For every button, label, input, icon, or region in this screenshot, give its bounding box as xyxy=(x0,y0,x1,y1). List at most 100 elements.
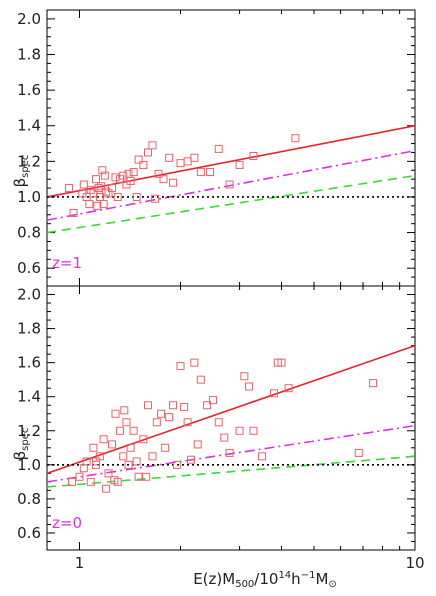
data-point xyxy=(79,464,88,473)
data-point xyxy=(110,476,119,485)
data-point xyxy=(134,472,143,481)
data-point xyxy=(108,184,117,193)
data-point xyxy=(277,358,286,367)
data-point xyxy=(134,155,143,164)
data-point xyxy=(214,144,223,153)
y-axis-label-z0: βspec xyxy=(11,428,31,461)
data-points-z1 xyxy=(64,134,300,217)
data-point xyxy=(115,426,124,435)
data-point xyxy=(108,440,117,449)
data-point xyxy=(196,168,205,177)
data-point xyxy=(249,426,258,435)
data-point xyxy=(129,426,138,435)
data-point xyxy=(169,401,178,410)
data-point xyxy=(143,401,152,410)
data-point xyxy=(206,168,215,177)
y-axis-label-z1: βspec xyxy=(11,155,31,188)
y-tick-label: 2.0 xyxy=(17,10,41,28)
x-tick-label: 10 xyxy=(405,554,424,572)
data-point xyxy=(111,409,120,418)
data-point xyxy=(111,173,120,182)
data-point xyxy=(235,426,244,435)
plot-frame-z1 xyxy=(46,9,416,287)
data-point xyxy=(68,477,77,486)
data-point xyxy=(98,166,107,175)
data-point xyxy=(169,178,178,187)
y-tick-label: 1.0 xyxy=(17,188,41,206)
data-point xyxy=(183,418,192,427)
y-tick-label: 1.8 xyxy=(17,46,41,64)
data-point xyxy=(220,433,229,442)
data-point xyxy=(85,200,94,209)
y-tick-label: 1.0 xyxy=(17,456,41,474)
fit-lines-z0 xyxy=(46,344,416,488)
data-point xyxy=(165,413,174,422)
data-point xyxy=(99,435,108,444)
data-point xyxy=(124,460,133,469)
data-point xyxy=(126,176,135,185)
data-point xyxy=(64,184,73,193)
x-tick-label: 1 xyxy=(75,554,85,572)
x-ticks: 1 10 xyxy=(75,554,425,572)
data-point xyxy=(142,472,151,481)
data-point xyxy=(69,208,78,217)
data-point xyxy=(92,457,101,466)
data-point xyxy=(159,175,168,184)
y-tick-label: 1.4 xyxy=(17,117,41,135)
data-point xyxy=(143,148,152,157)
y-tick-label: 0.6 xyxy=(17,524,41,542)
line-dashdot xyxy=(46,149,416,221)
data-points-z0 xyxy=(68,358,378,493)
data-point xyxy=(240,372,249,381)
plot-frame-z0 xyxy=(46,285,416,551)
data-point xyxy=(139,160,148,169)
data-point xyxy=(75,472,84,481)
data-point xyxy=(270,389,279,398)
data-point xyxy=(354,448,363,457)
data-point xyxy=(176,362,185,371)
y-tick-label: 0.8 xyxy=(17,224,41,242)
data-point xyxy=(249,152,258,161)
data-point xyxy=(291,134,300,143)
y-tick-label: 0.8 xyxy=(17,490,41,508)
data-point xyxy=(86,477,95,486)
data-point xyxy=(102,484,111,493)
data-point xyxy=(82,457,91,466)
data-point xyxy=(79,180,88,189)
redshift-label-z0: z=0 xyxy=(52,514,82,532)
data-point xyxy=(203,401,212,410)
data-point xyxy=(89,443,98,452)
data-point xyxy=(100,171,109,180)
data-point xyxy=(113,192,122,201)
data-point xyxy=(154,169,163,178)
redshift-label-z1: z=1 xyxy=(52,254,82,272)
data-point xyxy=(214,418,223,427)
data-point xyxy=(190,358,199,367)
data-point xyxy=(129,168,138,177)
y-tick-label: 2.0 xyxy=(17,286,41,304)
data-point xyxy=(148,452,157,461)
data-point xyxy=(139,435,148,444)
x-axis-label: E(z)M500/1014h−1M⊙ xyxy=(193,570,337,590)
data-point xyxy=(225,448,234,457)
data-point xyxy=(209,396,218,405)
data-point xyxy=(92,175,101,184)
y-tick-label: 0.6 xyxy=(17,259,41,277)
data-point xyxy=(172,460,181,469)
y-tick-label: 1.2 xyxy=(17,422,41,440)
data-point xyxy=(165,153,174,162)
data-point xyxy=(119,452,128,461)
data-point xyxy=(180,402,189,411)
data-point xyxy=(225,180,234,189)
data-point xyxy=(183,157,192,166)
data-point xyxy=(97,182,106,191)
data-point xyxy=(152,418,161,427)
data-point xyxy=(258,452,267,461)
y-tick-label: 1.4 xyxy=(17,388,41,406)
data-point xyxy=(104,469,113,478)
y-tick-label: 1.2 xyxy=(17,152,41,170)
data-point xyxy=(148,141,157,150)
data-point xyxy=(120,406,129,415)
data-point xyxy=(132,192,141,201)
